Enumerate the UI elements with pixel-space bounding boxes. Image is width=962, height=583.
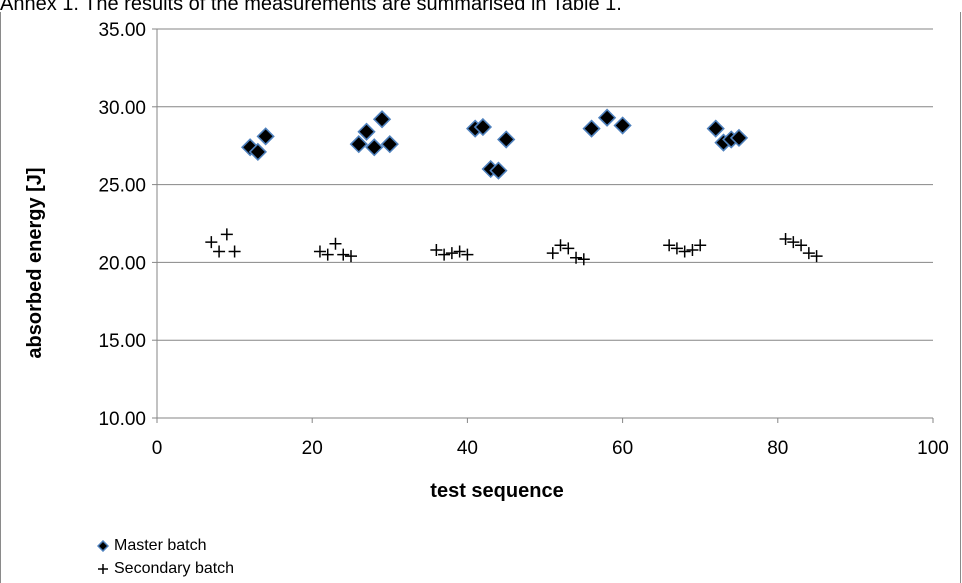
series-master-batch: [240, 108, 749, 180]
x-tick-label: 40: [457, 438, 478, 459]
page-caption: Annex 1. The results of the measurements…: [0, 0, 622, 15]
secondary-batch-point: [802, 247, 815, 260]
legend: Master batch Secondary batch: [96, 534, 234, 580]
secondary-batch-point: [686, 243, 699, 256]
secondary-batch-point: [205, 236, 218, 249]
x-tick-label: 20: [302, 438, 323, 459]
master-batch-point: [613, 116, 632, 135]
master-batch-point: [256, 127, 275, 146]
legend-label-master: Master batch: [114, 536, 207, 554]
y-tick-label: 15.00: [98, 331, 146, 352]
secondary-batch-point: [321, 248, 334, 261]
master-batch-point: [372, 110, 392, 129]
master-batch-point: [489, 161, 508, 180]
x-tick-label: 100: [917, 438, 949, 459]
y-axis-title: absorbed energy [J]: [24, 167, 46, 358]
secondary-batch-point: [213, 245, 226, 258]
secondary-batch-point: [570, 251, 583, 264]
master-batch-point: [248, 142, 268, 162]
secondary-batch-point: [546, 247, 559, 260]
secondary-batch-point: [787, 236, 800, 249]
master-batch-point: [380, 135, 399, 154]
x-axis-title: test sequence: [430, 480, 563, 502]
x-tick-label: 60: [612, 438, 633, 459]
y-tick-labels: 10.00 15.00 20.00 25.00 30.00 35.00: [98, 20, 146, 430]
secondary-batch-point: [670, 242, 683, 255]
secondary-batch-point: [453, 245, 466, 258]
plus-icon: [96, 563, 110, 575]
secondary-batch-point: [779, 233, 792, 246]
master-batch-point: [729, 128, 749, 148]
secondary-batch-point: [554, 239, 567, 252]
y-tick-label: 30.00: [98, 98, 146, 119]
master-batch-point: [582, 119, 601, 138]
series-secondary-batch: [205, 228, 823, 266]
y-tick-label: 10.00: [98, 409, 146, 430]
diamond-icon: [96, 539, 110, 552]
secondary-batch-point: [337, 248, 350, 261]
master-batch-point: [597, 108, 617, 127]
axes: [152, 28, 934, 423]
master-batch-point: [497, 130, 516, 149]
secondary-batch-point: [795, 239, 808, 252]
secondary-batch-point: [562, 242, 575, 255]
secondary-batch-point: [220, 228, 233, 241]
secondary-batch-point: [663, 239, 676, 252]
y-tick-label: 35.00: [98, 20, 146, 41]
master-batch-point: [473, 117, 493, 137]
legend-label-secondary: Secondary batch: [114, 559, 235, 577]
secondary-batch-point: [430, 243, 443, 256]
secondary-batch-point: [329, 237, 342, 250]
master-batch-point: [357, 122, 376, 141]
secondary-batch-point: [678, 245, 691, 258]
secondary-batch-point: [810, 250, 823, 263]
y-tick-label: 20.00: [98, 253, 146, 274]
master-batch-point: [349, 135, 368, 154]
secondary-batch-point: [313, 245, 326, 258]
x-tick-labels: 0 20 40 60 80 100: [152, 438, 949, 459]
chart-frame: [0, 12, 961, 583]
legend-item-master: Master batch: [96, 534, 234, 557]
secondary-batch-point: [228, 245, 241, 258]
secondary-batch-point: [461, 248, 474, 261]
gridlines: [157, 28, 933, 341]
master-batch-point: [706, 119, 725, 138]
secondary-batch-point: [694, 239, 707, 252]
secondary-batch-point: [445, 247, 458, 260]
x-tick-label: 80: [767, 438, 788, 459]
secondary-batch-point: [577, 253, 590, 266]
master-batch-point: [365, 138, 384, 157]
x-tick-label: 0: [152, 438, 163, 459]
y-tick-label: 25.00: [98, 176, 146, 197]
legend-item-secondary: Secondary batch: [96, 557, 234, 580]
secondary-batch-point: [345, 250, 357, 263]
secondary-batch-point: [438, 248, 451, 261]
